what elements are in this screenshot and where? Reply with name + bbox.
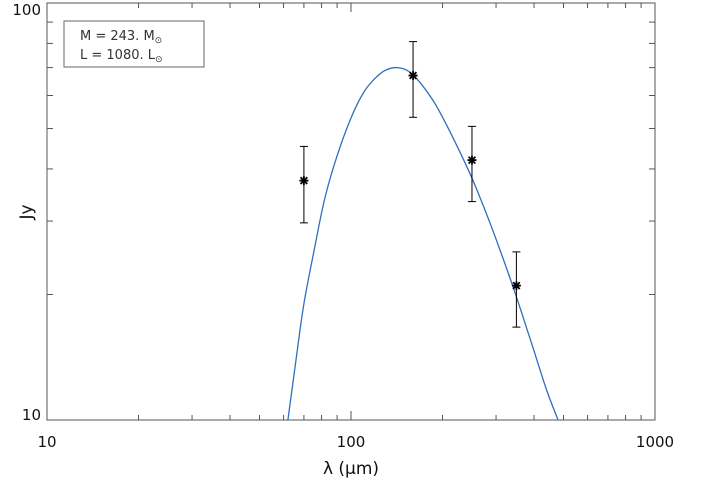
asterisk-marker (512, 281, 521, 290)
y-tick-label: 100 (12, 1, 41, 19)
legend-box: M = 243. M⊙ L = 1080. L⊙ (63, 20, 205, 68)
asterisk-marker (467, 156, 476, 165)
asterisk-marker (409, 71, 418, 80)
data-point (408, 41, 418, 118)
x-axis-title: λ (μm) (323, 459, 379, 479)
tick-labels: 10 100 1000 10 100 (12, 1, 674, 451)
x-tick-label: 10 (37, 433, 56, 451)
x-tick-label: 1000 (636, 433, 674, 451)
y-axis-title: Jy (17, 204, 37, 220)
x-tick-label: 100 (337, 433, 366, 451)
data-point (511, 251, 521, 328)
model-curve (287, 66, 559, 421)
data-point (467, 125, 477, 203)
legend-luminosity: L = 1080. L⊙ (80, 48, 163, 65)
data-points (299, 41, 521, 328)
asterisk-marker (299, 176, 308, 185)
axis-ticks (46, 2, 655, 421)
y-tick-label: 10 (22, 406, 41, 424)
data-point (299, 145, 309, 224)
legend-mass: M = 243. M⊙ (80, 29, 162, 46)
